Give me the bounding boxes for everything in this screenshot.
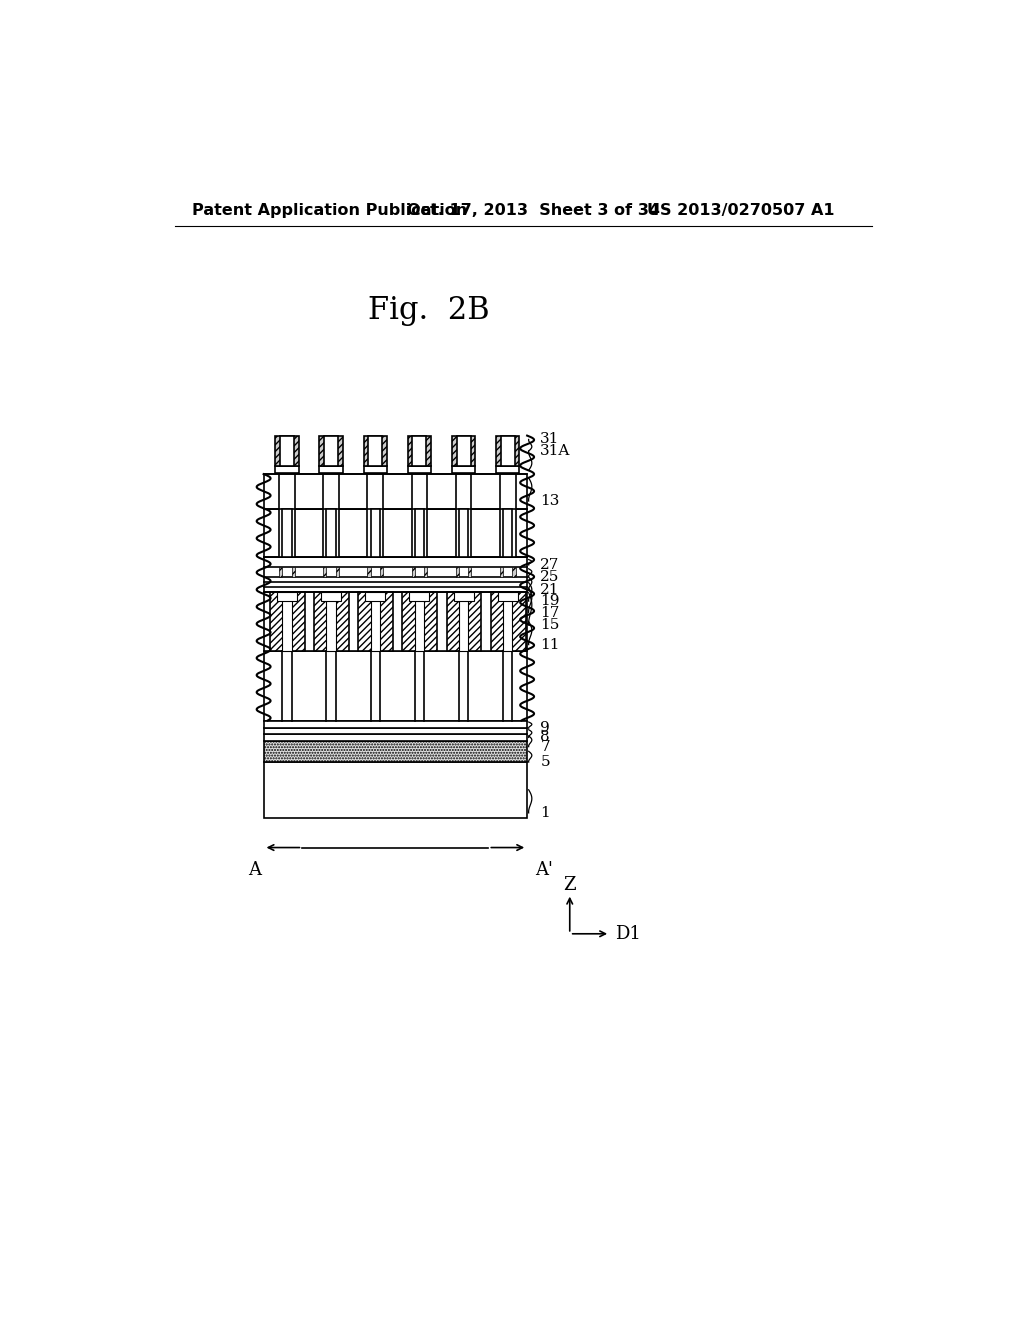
Text: 31A: 31A [541,444,570,458]
Bar [408,466,431,473]
Bar [456,566,459,577]
Bar [503,591,512,651]
Bar [408,436,431,466]
Text: Fig.  2B: Fig. 2B [369,296,489,326]
Bar [283,591,292,651]
Bar [364,466,387,473]
Bar [402,591,437,651]
Bar [501,436,515,466]
Bar [371,591,380,651]
Bar [275,436,299,466]
Text: Patent Application Publication: Patent Application Publication [191,203,467,218]
Bar [321,591,341,601]
Text: 25: 25 [541,569,560,583]
Bar [368,474,383,557]
Text: 1: 1 [541,807,550,820]
Text: 21: 21 [541,582,560,597]
Bar [324,566,327,577]
Bar [324,436,338,466]
Text: 15: 15 [541,618,560,632]
Bar [358,591,393,651]
Bar [456,474,471,557]
Text: 27: 27 [541,558,560,572]
Bar [283,508,292,557]
Bar [263,651,527,721]
Text: Oct. 17, 2013  Sheet 3 of 34: Oct. 17, 2013 Sheet 3 of 34 [407,203,660,218]
Bar [327,591,336,651]
Text: 31: 31 [541,433,560,446]
Bar [410,591,429,601]
Bar [263,557,527,591]
Bar [324,474,339,557]
Text: 5: 5 [541,755,550,770]
Bar [263,474,527,508]
Bar [263,734,527,741]
Text: 17: 17 [541,606,560,619]
Bar [270,591,305,651]
Text: 19: 19 [541,594,560,609]
Bar [314,591,349,651]
Bar [459,508,468,557]
Bar [280,474,295,557]
Bar [424,566,427,577]
Text: A: A [248,862,261,879]
Bar [412,474,427,557]
Bar [468,566,471,577]
Bar [452,436,475,466]
Bar [496,466,519,473]
Bar [366,591,385,601]
Bar [292,566,295,577]
Bar [263,591,527,651]
Text: D1: D1 [614,925,641,942]
Bar [452,466,475,473]
Bar [280,436,294,466]
Bar [336,566,339,577]
Bar [368,566,371,577]
Bar [280,566,283,577]
Bar [364,436,387,466]
Text: US 2013/0270507 A1: US 2013/0270507 A1 [647,203,835,218]
Bar [263,741,527,762]
Bar [275,466,299,473]
Text: 13: 13 [541,494,560,508]
Bar [415,508,424,557]
Text: 7: 7 [541,739,550,754]
Text: 9: 9 [541,721,550,735]
Bar [498,591,518,601]
Bar [319,466,343,473]
Bar [503,508,512,557]
Bar [263,729,527,734]
Bar [446,591,481,651]
Bar [276,591,297,601]
Bar [413,436,426,466]
Bar [319,436,343,466]
Bar [500,474,515,557]
Text: 11: 11 [541,638,560,652]
Bar [263,508,527,557]
Text: 8: 8 [541,730,550,744]
Bar [457,436,471,466]
Text: A': A' [535,862,553,879]
Bar [263,762,527,817]
Bar [327,508,336,557]
Bar [500,566,503,577]
Bar [415,591,424,651]
Text: Z: Z [563,875,577,894]
Bar [454,591,474,601]
Bar [512,566,515,577]
Bar [371,508,380,557]
Bar [380,566,383,577]
Bar [496,436,519,466]
Bar [263,721,527,729]
Bar [490,591,525,651]
Bar [369,436,382,466]
Bar [459,591,468,651]
Bar [412,566,415,577]
